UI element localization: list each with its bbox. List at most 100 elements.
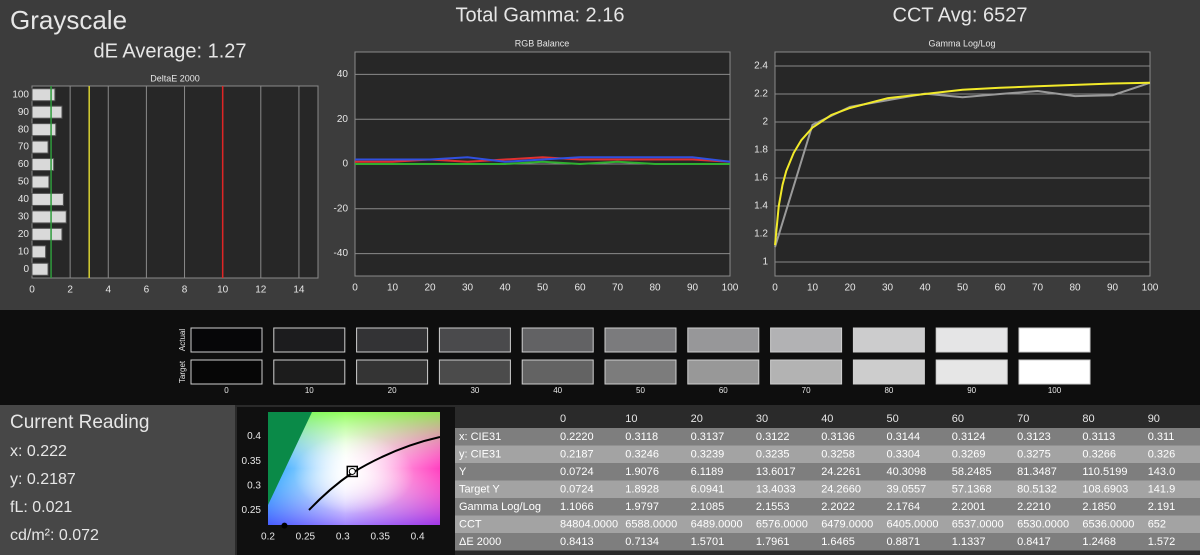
table-header: 30 bbox=[756, 413, 768, 425]
table-cell: 58.2485 bbox=[952, 466, 992, 478]
table-cell: 2.2210 bbox=[1017, 501, 1051, 513]
row-label: Y bbox=[459, 466, 467, 478]
table-cell: 0.3266 bbox=[1082, 448, 1116, 460]
x-tick-label: 20 bbox=[844, 283, 856, 294]
row-label: Target Y bbox=[459, 483, 500, 495]
actual-swatch bbox=[852, 327, 925, 353]
table-cell: 0.3275 bbox=[1017, 448, 1051, 460]
y-tick-label: 40 bbox=[18, 194, 30, 205]
target-swatch bbox=[273, 359, 346, 385]
table-cell: 2.1850 bbox=[1082, 501, 1116, 513]
page-title: Grayscale bbox=[10, 5, 127, 35]
table-row bbox=[455, 515, 1200, 533]
target-swatch bbox=[604, 359, 677, 385]
actual-swatch bbox=[273, 327, 346, 353]
reading-panel bbox=[0, 405, 235, 555]
x-tick-label: 0 bbox=[352, 283, 358, 294]
actual-swatch bbox=[438, 327, 511, 353]
bar bbox=[31, 227, 63, 241]
reading-line: y: 0.2187 bbox=[10, 471, 76, 488]
x-tick-label: 40 bbox=[499, 283, 511, 294]
cie-outside bbox=[268, 412, 312, 505]
table-cell: 1.7961 bbox=[756, 536, 790, 548]
chart-title: DeltaE 2000 bbox=[150, 73, 200, 83]
bar bbox=[31, 245, 47, 259]
x-tick-label: 60 bbox=[994, 283, 1006, 294]
x-tick-label: 10 bbox=[217, 285, 229, 296]
bar bbox=[31, 210, 67, 224]
x-tick-label: 0 bbox=[29, 285, 35, 296]
bar bbox=[31, 105, 63, 119]
y-tick-label: -20 bbox=[334, 203, 349, 214]
table-cell: 141.9 bbox=[1148, 483, 1176, 495]
target-swatch bbox=[852, 359, 925, 385]
target-swatch bbox=[438, 359, 511, 385]
x-tick-label: 4 bbox=[105, 285, 111, 296]
actual-swatch bbox=[1018, 327, 1091, 353]
row-label: Gamma Log/Log bbox=[459, 501, 541, 513]
swatch-level: 60 bbox=[719, 386, 728, 395]
table-cell: 2.1553 bbox=[756, 501, 790, 513]
swatch-level: 10 bbox=[305, 386, 314, 395]
y-tick-label: 20 bbox=[18, 229, 30, 240]
target-marker bbox=[348, 467, 356, 475]
table-cell: 80.5132 bbox=[1017, 483, 1057, 495]
swatch-row-label: Target bbox=[178, 360, 187, 383]
y-tick-label: 20 bbox=[337, 114, 349, 125]
bar bbox=[31, 158, 55, 172]
swatch-level: 90 bbox=[967, 386, 976, 395]
series-line bbox=[774, 81, 1151, 246]
y-tick-label: 60 bbox=[18, 159, 30, 170]
target-swatch bbox=[770, 359, 843, 385]
table-header: 0 bbox=[560, 413, 566, 425]
x-tick-label: 0.3 bbox=[336, 532, 350, 543]
swatch-level: 0 bbox=[224, 386, 229, 395]
x-tick-label: 50 bbox=[957, 283, 969, 294]
y-tick-label: 0 bbox=[23, 264, 29, 275]
bar bbox=[31, 175, 50, 189]
swatch-level: 100 bbox=[1048, 386, 1062, 395]
table-header: 50 bbox=[887, 413, 899, 425]
target-swatch bbox=[356, 359, 429, 385]
table-cell: 1.5701 bbox=[691, 536, 725, 548]
x-tick-label: 90 bbox=[1107, 283, 1119, 294]
target-marker bbox=[346, 465, 359, 478]
actual-swatch bbox=[935, 327, 1008, 353]
table-cell: 1.8928 bbox=[625, 483, 659, 495]
y-tick-label: 0.3 bbox=[247, 480, 261, 491]
x-tick-label: 20 bbox=[424, 283, 436, 294]
x-tick-label: 0.25 bbox=[296, 532, 316, 543]
table-cell: 13.4033 bbox=[756, 483, 796, 495]
x-tick-label: 14 bbox=[293, 285, 305, 296]
y-tick-label: 80 bbox=[18, 124, 30, 135]
y-tick-label: 1.6 bbox=[754, 173, 768, 184]
y-tick-label: 0.4 bbox=[247, 431, 261, 442]
actual-swatch bbox=[190, 327, 263, 353]
table-cell: 6479.0000 bbox=[821, 518, 873, 530]
actual-swatch bbox=[687, 327, 760, 353]
table-cell: 0.3136 bbox=[821, 431, 855, 443]
table-cell: 1.9797 bbox=[625, 501, 659, 513]
table-cell: 0.3122 bbox=[756, 431, 790, 443]
table-cell: 0.3144 bbox=[887, 431, 921, 443]
series-line bbox=[355, 160, 730, 166]
row-label: CCT bbox=[459, 518, 482, 530]
actual-swatch bbox=[356, 327, 429, 353]
x-tick-label: 70 bbox=[1032, 283, 1044, 294]
table-cell: 0.326 bbox=[1148, 448, 1176, 460]
table-cell: 6537.0000 bbox=[952, 518, 1004, 530]
x-tick-label: 60 bbox=[574, 283, 586, 294]
table-cell: 2.191 bbox=[1148, 501, 1176, 513]
table-cell: 6536.0000 bbox=[1082, 518, 1134, 530]
y-tick-label: 100 bbox=[12, 89, 29, 100]
table-cell: 0.0724 bbox=[560, 483, 594, 495]
x-tick-label: 100 bbox=[722, 283, 739, 294]
table-cell: 2.1764 bbox=[887, 501, 921, 513]
x-tick-label: 0.2 bbox=[261, 532, 275, 543]
point bbox=[281, 522, 288, 529]
table-cell: 84804.0000 bbox=[560, 518, 618, 530]
table-cell: 0.3113 bbox=[1082, 431, 1115, 443]
table-header: 20 bbox=[691, 413, 703, 425]
